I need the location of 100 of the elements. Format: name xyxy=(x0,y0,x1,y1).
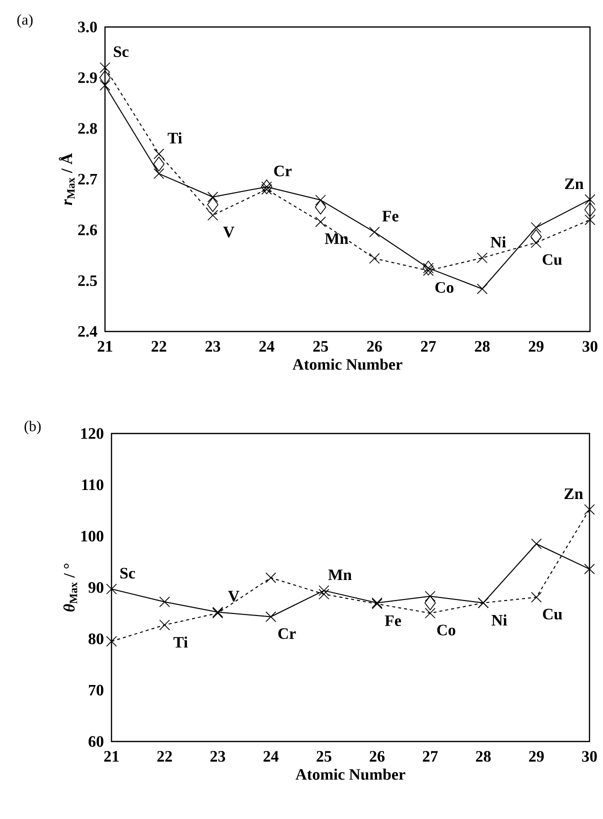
point xyxy=(106,584,117,594)
x-tick-label: 26 xyxy=(367,341,382,352)
x-tick-label: 21 xyxy=(104,751,119,762)
point xyxy=(106,636,117,647)
x-tick-label: 23 xyxy=(210,751,226,762)
point xyxy=(315,194,326,206)
y-axis-title: r$_{Max}$ / Å xyxy=(58,153,75,206)
x-tick-label: 22 xyxy=(157,751,172,762)
point xyxy=(99,70,111,86)
x-tick-label: 28 xyxy=(476,751,491,762)
annotation: Cu xyxy=(542,608,562,620)
point xyxy=(530,222,542,233)
y-tick-label: 100 xyxy=(81,530,104,542)
point xyxy=(476,284,488,294)
point xyxy=(159,596,170,608)
point xyxy=(531,592,542,603)
x-tick-label: 27 xyxy=(421,341,436,352)
x-tick-label: 23 xyxy=(205,341,220,352)
y-tick-label: 2.7 xyxy=(78,174,98,185)
annotation: Mn xyxy=(328,570,352,580)
point xyxy=(261,182,272,192)
point xyxy=(207,192,218,202)
point xyxy=(159,620,170,630)
point xyxy=(424,608,436,619)
chart-title: (a) xyxy=(17,14,33,28)
point xyxy=(584,564,595,574)
x-axis-title: Atomic Number xyxy=(296,768,406,780)
point xyxy=(265,611,276,622)
x-tick-label: 30 xyxy=(582,341,598,352)
annotation: Ni xyxy=(490,236,506,248)
y-tick-label: 70 xyxy=(88,684,104,696)
y-tick-label: 110 xyxy=(82,479,104,490)
point xyxy=(424,595,436,610)
point xyxy=(422,265,434,276)
point xyxy=(153,156,165,172)
y-axis-title: θ$_{Max}$ / ° xyxy=(63,564,78,612)
point xyxy=(100,62,110,73)
annotation: Zn xyxy=(564,488,584,499)
point xyxy=(530,229,542,244)
point xyxy=(476,252,488,264)
annotation: Fe xyxy=(382,210,398,222)
annotation: Ni xyxy=(492,614,507,626)
point xyxy=(584,202,596,218)
annotation: Ti xyxy=(168,132,182,144)
x-tick-label: 24 xyxy=(264,751,278,762)
point xyxy=(315,216,326,228)
annotation: Sc xyxy=(120,568,136,579)
point xyxy=(207,197,218,212)
y-tick-label: 3.0 xyxy=(78,22,97,32)
y-tick-label: 2.8 xyxy=(78,123,97,134)
annotation: Cr xyxy=(278,628,296,639)
annotation: Co xyxy=(435,282,454,293)
x-tick-label: 26 xyxy=(370,751,385,762)
point xyxy=(207,210,218,221)
point xyxy=(261,179,272,194)
point xyxy=(584,194,596,205)
point xyxy=(154,168,164,180)
x-tick-label: 29 xyxy=(529,751,544,762)
y-tick-label: 2.9 xyxy=(78,72,97,84)
x-tick-label: 28 xyxy=(474,341,490,352)
point xyxy=(530,237,542,248)
chart-title: (b) xyxy=(24,420,41,434)
x-tick-label: 27 xyxy=(422,751,438,762)
x-tick-label: 21 xyxy=(98,341,112,352)
annotation: V xyxy=(223,226,234,238)
y-tick-label: 90 xyxy=(88,582,104,593)
point xyxy=(154,148,164,160)
x-axis-title: Atomic Number xyxy=(292,358,402,370)
x-tick-label: 29 xyxy=(528,341,544,352)
point xyxy=(531,538,542,550)
annotation: Sc xyxy=(114,46,129,58)
x-tick-label: 25 xyxy=(316,751,332,762)
annotation: Fe xyxy=(384,615,402,626)
y-tick-label: 60 xyxy=(88,736,104,747)
x-tick-label: 30 xyxy=(582,751,597,762)
annotation: Cr xyxy=(274,166,292,176)
point xyxy=(261,184,272,195)
annotation: Cu xyxy=(542,254,562,265)
point xyxy=(318,588,330,600)
x-tick-label: 22 xyxy=(152,341,166,352)
x-tick-label: 24 xyxy=(259,341,274,352)
annotation: Zn xyxy=(565,178,584,190)
y-tick-label: 2.4 xyxy=(78,326,98,337)
x-tick-label: 25 xyxy=(313,341,328,352)
point xyxy=(314,200,326,215)
y-tick-label: 2.6 xyxy=(78,224,98,236)
point xyxy=(318,585,330,596)
point xyxy=(100,80,110,91)
point xyxy=(424,590,436,602)
point xyxy=(369,226,380,238)
point xyxy=(369,253,380,264)
annotation: Co xyxy=(437,624,456,636)
y-tick-label: 80 xyxy=(88,633,104,644)
annotation: V xyxy=(228,590,240,602)
point xyxy=(584,504,595,515)
annotation: Ti xyxy=(173,636,188,648)
point xyxy=(265,572,276,584)
y-tick-label: 120 xyxy=(81,428,104,439)
point xyxy=(584,214,596,226)
annotation: Mn xyxy=(324,233,348,244)
